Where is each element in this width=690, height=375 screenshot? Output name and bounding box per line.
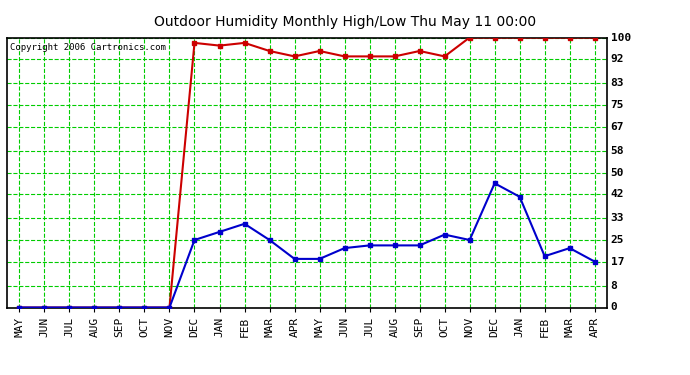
- Text: 17: 17: [611, 256, 624, 267]
- Text: Outdoor Humidity Monthly High/Low Thu May 11 00:00: Outdoor Humidity Monthly High/Low Thu Ma…: [154, 15, 536, 29]
- Text: 100: 100: [611, 33, 631, 42]
- Text: 83: 83: [611, 78, 624, 88]
- Text: 33: 33: [611, 213, 624, 223]
- Text: 0: 0: [611, 303, 618, 312]
- Text: 50: 50: [611, 168, 624, 177]
- Text: 58: 58: [611, 146, 624, 156]
- Text: 42: 42: [611, 189, 624, 199]
- Text: 25: 25: [611, 235, 624, 245]
- Text: Copyright 2006 Cartronics.com: Copyright 2006 Cartronics.com: [10, 43, 166, 52]
- Text: 8: 8: [611, 281, 618, 291]
- Text: 67: 67: [611, 122, 624, 132]
- Text: 75: 75: [611, 100, 624, 110]
- Text: 92: 92: [611, 54, 624, 64]
